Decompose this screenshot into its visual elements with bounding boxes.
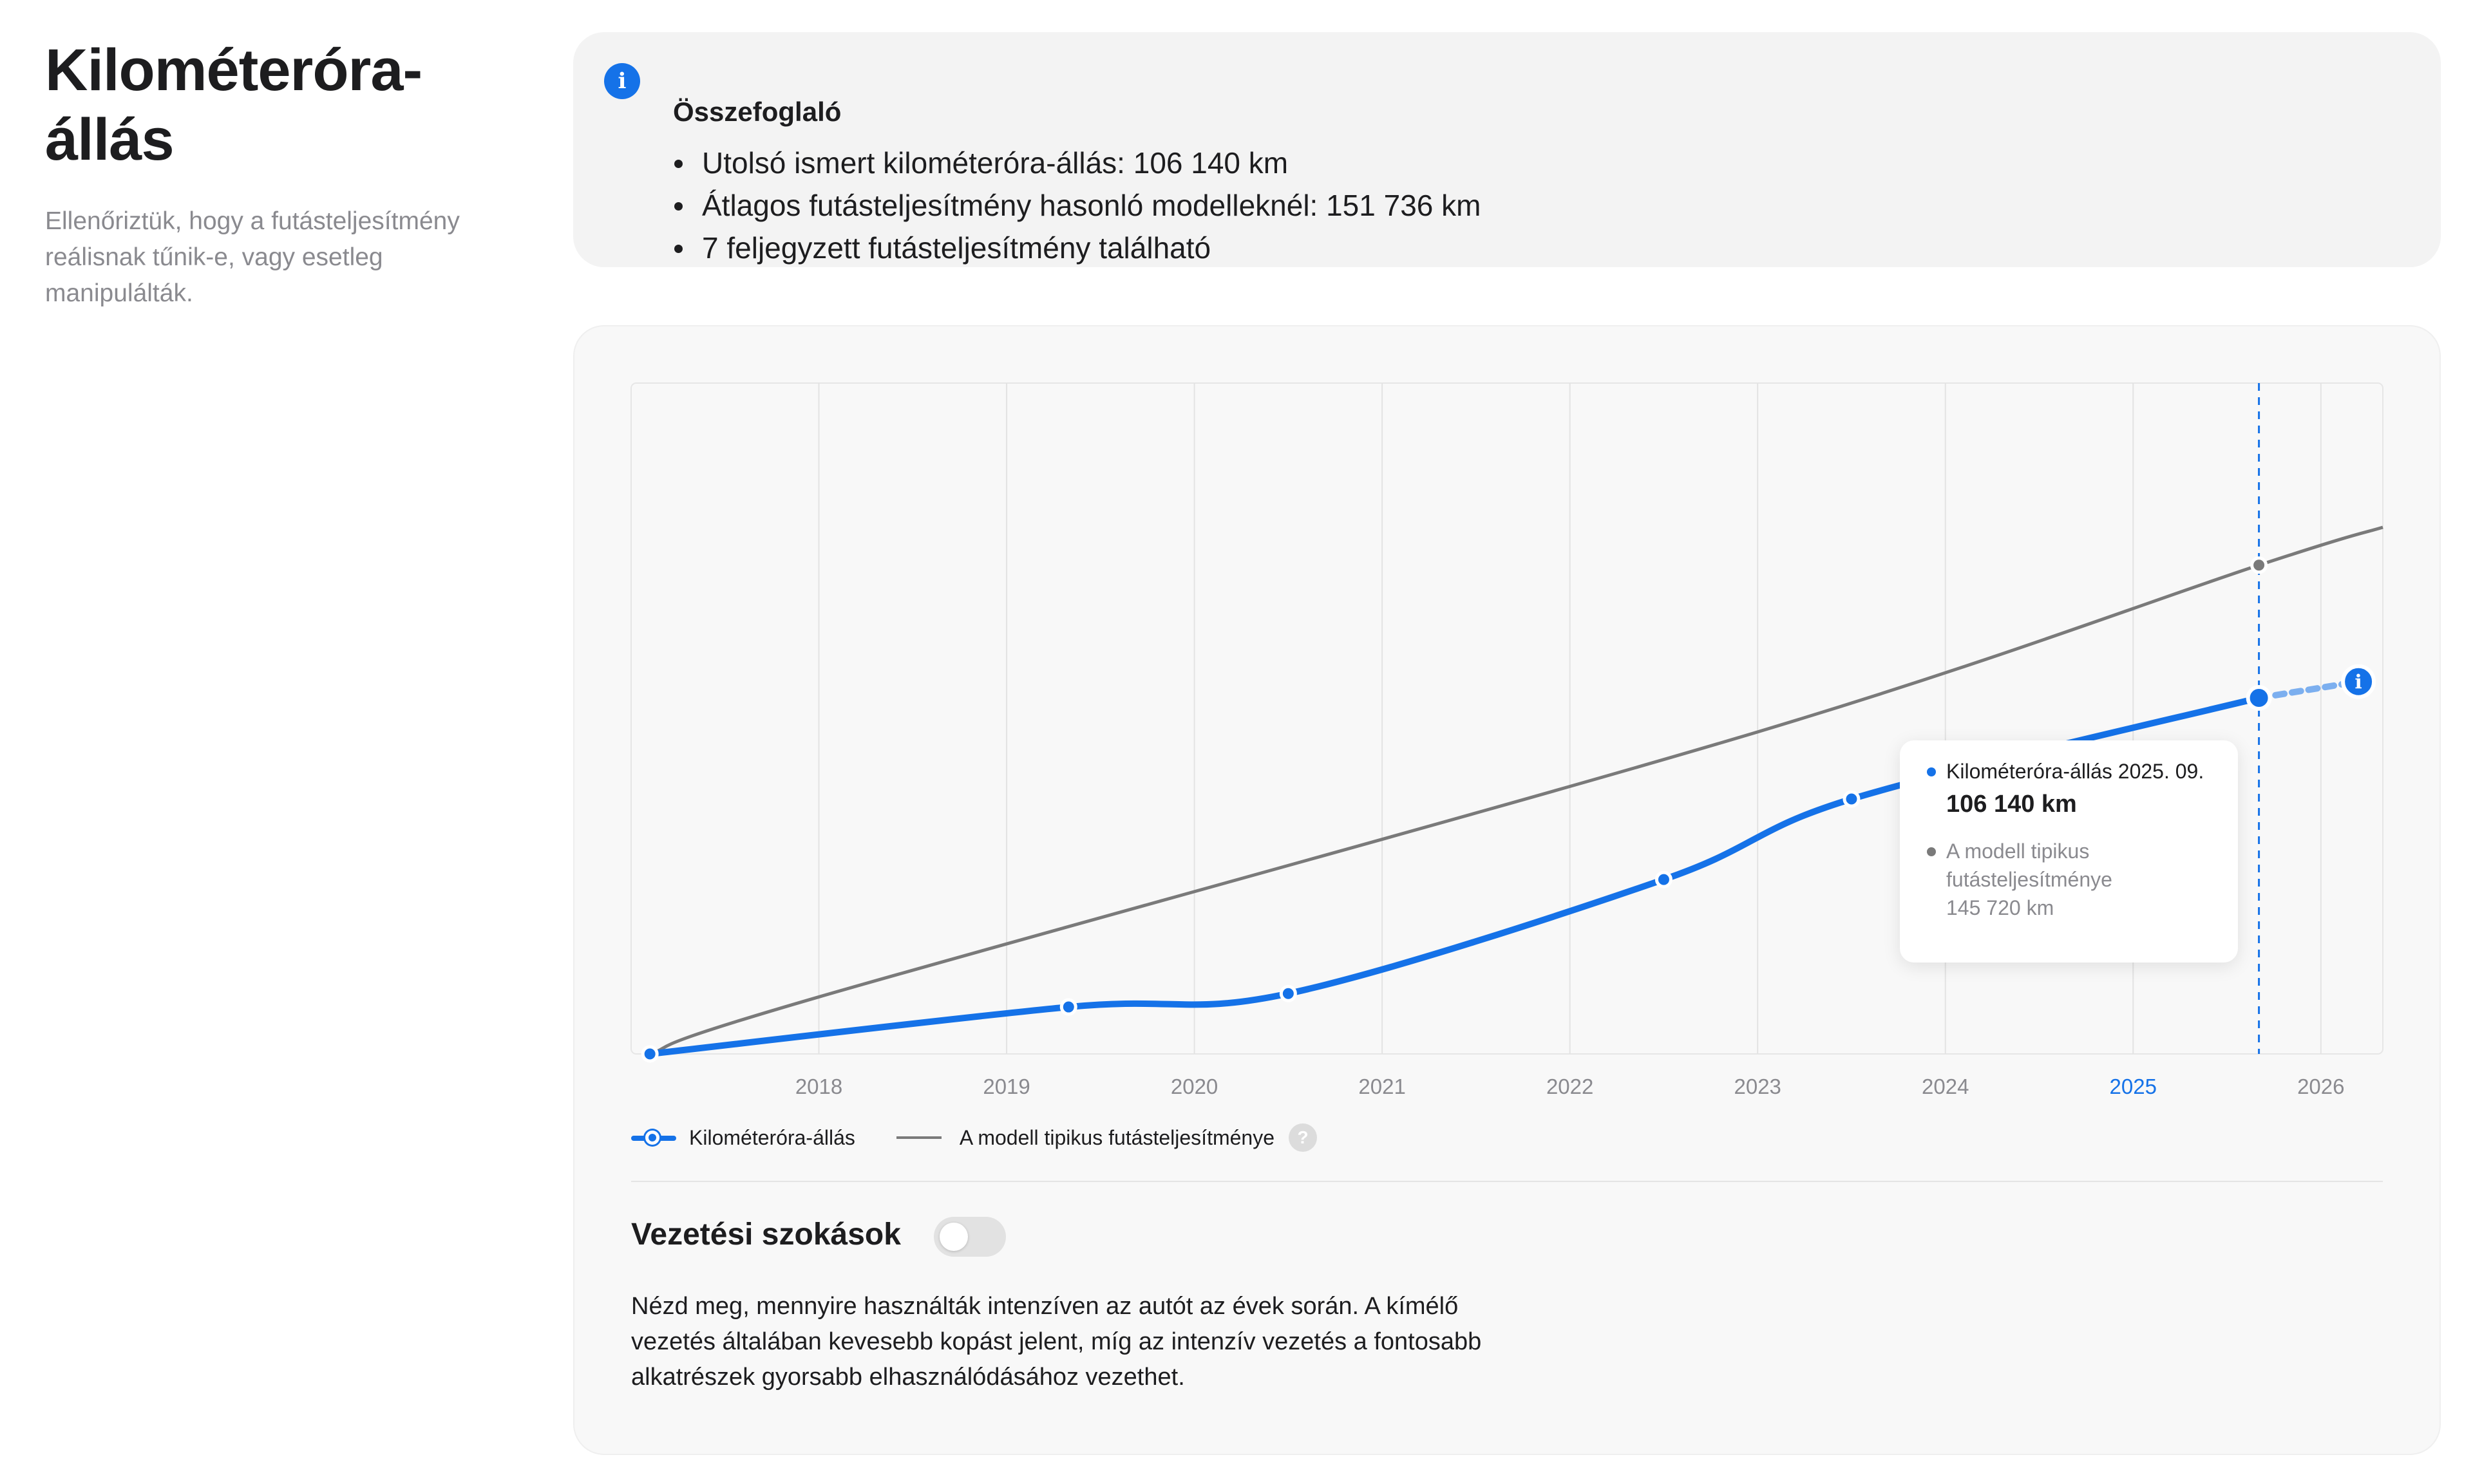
- x-tick-label-2024: 2024: [1922, 1075, 1969, 1098]
- odometer-point-5: [2246, 685, 2272, 711]
- x-axis-ticks: 2018 2019 2020 2021 2022 2023 2024 2025 2026: [795, 1075, 2345, 1098]
- page-subtitle: Ellenőriztük, hogy a futásteljesítmény r…: [45, 207, 460, 307]
- tooltip-gray-dot: [1927, 847, 1936, 856]
- chart-legend: Kilométeróra-állás A modell tipikus futá…: [631, 1123, 1358, 1152]
- projection-info-glyph: i: [2355, 672, 2362, 694]
- chart-tooltip: Kilométeróra-állás 2025. 09. 106 140 km …: [1900, 740, 2238, 963]
- divider: [631, 1181, 2383, 1182]
- habits-description: Nézd meg, mennyire használták intenzíven…: [631, 1293, 1482, 1391]
- summary-list: Utolsó ismert kilométeróra-állás: 106 14…: [673, 142, 1481, 269]
- x-tick-label-2019: 2019: [983, 1075, 1030, 1098]
- tooltip-blue-dot: [1927, 767, 1936, 776]
- help-icon[interactable]: ?: [1289, 1123, 1317, 1152]
- tooltip-typical-row: A modell tipikus futásteljesítménye 145 …: [1927, 837, 2219, 922]
- x-tick-label-2025: 2025: [2110, 1075, 2157, 1098]
- x-tick-label-2026: 2026: [2297, 1075, 2344, 1098]
- info-icon: i: [604, 63, 640, 99]
- legend-item-typical[interactable]: A modell tipikus futásteljesítménye ?: [896, 1123, 1317, 1152]
- odometer-point-2: [1279, 984, 1297, 1002]
- summary-item-average-mileage: Átlagos futásteljesítmény hasonló modell…: [673, 184, 1481, 227]
- projection-info-icon: [2341, 664, 2376, 699]
- habits-toggle[interactable]: [934, 1217, 1006, 1257]
- summary-card: i Összefoglaló Utolsó ismert kilométerór…: [573, 32, 2441, 267]
- x-tick-label-2020: 2020: [1171, 1075, 1218, 1098]
- odometer-point-1: [1059, 998, 1077, 1016]
- x-tick-label-2018: 2018: [795, 1075, 842, 1098]
- summary-item-record-count: 7 feljegyzett futásteljesítmény találhat…: [673, 227, 1481, 269]
- tooltip-odometer-label: Kilométeróra-állás 2025. 09.: [1946, 760, 2204, 783]
- header: Kilométeróra-állás Ellenőriztük, hogy a …: [45, 35, 535, 312]
- typical-mileage-point: [2250, 556, 2268, 574]
- tooltip-typical-value: 145 720 km: [1946, 896, 2054, 919]
- x-tick-label-2021: 2021: [1358, 1075, 1405, 1098]
- x-tick-label-2023: 2023: [1734, 1075, 1781, 1098]
- legend-item-odometer[interactable]: Kilométeróra-állás: [631, 1126, 855, 1150]
- series-points: i: [641, 556, 2376, 1063]
- legend-label-typical: A modell tipikus futásteljesítménye: [959, 1125, 1274, 1149]
- x-tick-label-2022: 2022: [1546, 1075, 1593, 1098]
- tooltip-typical-label: A modell tipikus futásteljesítménye: [1946, 840, 2112, 891]
- tooltip-odometer-value: 106 140 km: [1946, 791, 2077, 818]
- legend-swatch-typical: [896, 1136, 942, 1139]
- legend-label-odometer: Kilométeróra-állás: [689, 1125, 855, 1149]
- odometer-point-4: [1843, 790, 1861, 808]
- odometer-point-3: [1654, 870, 1672, 888]
- summary-item-last-odometer: Utolsó ismert kilométeróra-állás: 106 14…: [673, 142, 1481, 184]
- toggle-knob: [940, 1223, 968, 1251]
- legend-swatch-odometer: [631, 1131, 676, 1145]
- tooltip-odometer-row: Kilométeróra-állás 2025. 09. 106 140 km: [1927, 757, 2219, 823]
- page-title: Kilométeróra-állás: [45, 37, 422, 173]
- habits-title: Vezetési szokások: [631, 1217, 901, 1252]
- summary-title: Összefoglaló: [673, 97, 842, 127]
- odometer-point-0: [641, 1045, 659, 1063]
